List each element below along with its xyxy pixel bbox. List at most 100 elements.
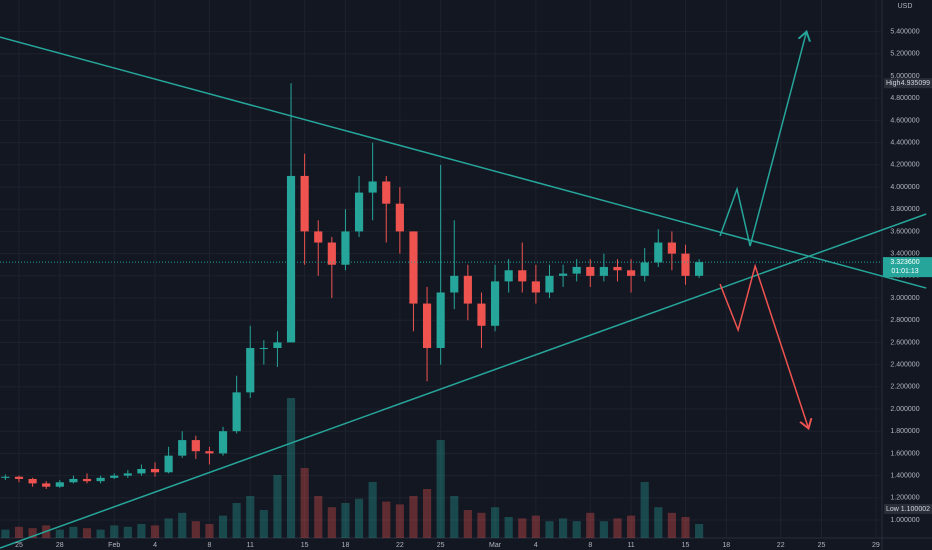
x-tick-label: 11	[627, 542, 634, 549]
volume-bar	[667, 512, 676, 538]
y-tick-label: 4.200000	[890, 162, 919, 169]
candle-body	[259, 347, 268, 349]
y-tick-label: 1.800000	[890, 428, 919, 435]
volume-bar	[599, 521, 608, 538]
volume-bar	[286, 398, 296, 538]
x-tick-label: 11	[247, 542, 254, 549]
marker-value: 1.100002	[901, 506, 930, 513]
candle-body	[218, 431, 228, 454]
candle-body	[341, 231, 350, 265]
y-tick-label: 3.600000	[890, 228, 919, 235]
volume-bar	[246, 496, 255, 538]
candle-body	[599, 266, 608, 276]
y-tick-label: 4.400000	[890, 139, 919, 146]
x-tick-label: Mar	[489, 542, 502, 549]
marker-box	[884, 78, 932, 89]
y-tick-label: 1.200000	[890, 495, 919, 502]
candle-body	[490, 281, 500, 326]
volume-bar	[531, 515, 540, 538]
volume-bar	[382, 501, 391, 538]
candle-body	[42, 483, 51, 487]
candle-body	[137, 468, 146, 474]
volume-bar	[654, 507, 663, 538]
candle-body	[286, 175, 296, 343]
candle-body	[205, 451, 214, 454]
candle-body	[1, 476, 10, 478]
y-tick-label: 5.000000	[890, 73, 919, 80]
volume-bar	[463, 510, 472, 538]
candle-body	[96, 477, 105, 482]
currency-label: USD	[898, 3, 913, 10]
marker-box	[884, 503, 932, 514]
candle-body	[504, 270, 513, 282]
candle-body	[695, 262, 704, 276]
volume-bar	[695, 524, 704, 538]
volume-bar	[191, 521, 200, 538]
candle-body	[518, 270, 527, 282]
candle-body	[178, 440, 187, 456]
countdown: 01:01:13	[891, 268, 918, 275]
y-tick-label: 2.600000	[890, 339, 919, 346]
volume-bar	[300, 468, 309, 538]
volume-bar	[409, 496, 418, 538]
candle-body	[82, 478, 92, 482]
candle-body	[368, 181, 377, 193]
y-tick-label: 2.000000	[890, 406, 919, 413]
x-tick-label: 4	[153, 542, 157, 549]
volume-bar	[96, 529, 105, 538]
x-tick-label: 22	[396, 542, 404, 549]
volume-bar	[14, 526, 24, 538]
x-tick-label: 25	[818, 542, 826, 549]
y-tick-label: 4.600000	[890, 117, 919, 124]
volume-bar	[123, 526, 132, 538]
volume-bar	[477, 512, 486, 538]
volume-bar	[110, 525, 119, 538]
candle-body	[531, 281, 540, 293]
volume-bar	[681, 517, 690, 538]
x-tick-label: 18	[342, 542, 350, 549]
candle-body	[382, 181, 391, 204]
volume-bar	[341, 503, 350, 538]
drawing	[0, 213, 927, 549]
volume-bar	[613, 518, 622, 538]
candle-body	[667, 242, 676, 254]
y-tick-label: 1.600000	[890, 450, 919, 457]
candle-body	[110, 475, 119, 478]
x-tick-label: 28	[56, 542, 64, 549]
volume-bar	[504, 517, 513, 538]
y-tick-label: 5.200000	[890, 51, 919, 58]
candle-body	[191, 440, 200, 452]
x-tick-label: Feb	[108, 542, 120, 549]
x-tick-label: 22	[777, 542, 785, 549]
volume-bar	[164, 518, 173, 538]
last-price-label: 3.323600	[890, 259, 919, 266]
candle-body	[150, 468, 160, 473]
y-tick-label: 2.200000	[890, 384, 919, 391]
candle-body	[123, 473, 132, 476]
candle-body	[463, 275, 472, 304]
volume-bar	[627, 515, 636, 538]
last-price-box	[883, 257, 932, 278]
candle-body	[164, 455, 173, 473]
volume-bar	[178, 512, 187, 538]
volume-bar	[150, 525, 160, 538]
y-tick-label: 3.400000	[890, 250, 919, 257]
x-tick-label: 25	[15, 542, 23, 549]
volume-bar	[545, 521, 554, 538]
candle-body	[627, 270, 636, 276]
volume-bar	[572, 521, 581, 538]
volume-bar	[422, 489, 432, 538]
y-tick-label: 1.400000	[890, 472, 919, 479]
marker-value: 4.935099	[901, 80, 930, 87]
volume-bar	[82, 528, 92, 538]
candle-body	[409, 231, 418, 304]
candle-body	[14, 476, 24, 479]
x-tick-label: 8	[207, 542, 211, 549]
volume-bar	[490, 507, 500, 538]
volume-bar	[586, 512, 595, 538]
candle-body	[477, 303, 486, 326]
candle-body	[327, 242, 336, 265]
candle-body	[586, 266, 595, 276]
volume-bar	[558, 518, 568, 538]
